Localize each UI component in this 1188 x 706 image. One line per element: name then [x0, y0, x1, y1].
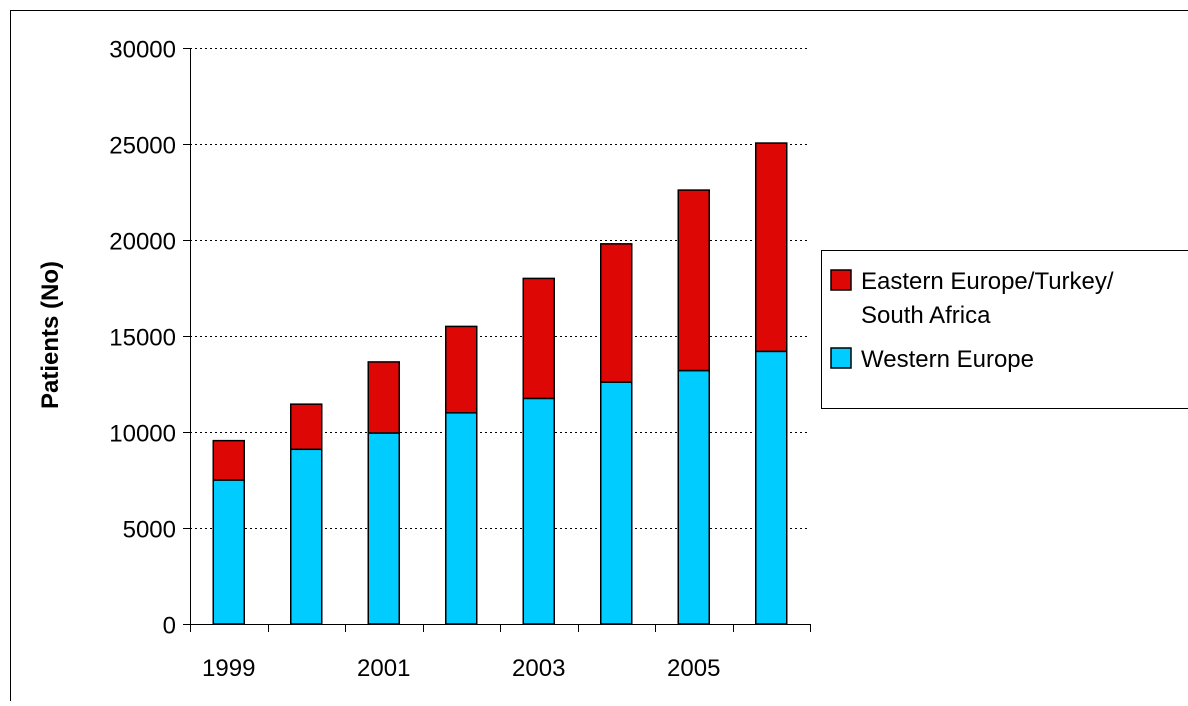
y-tick-label: 10000	[109, 421, 176, 448]
legend-label-eastern-line1: Eastern Europe/Turkey/	[861, 268, 1114, 295]
y-tick-label: 30000	[109, 37, 176, 64]
bar-segment-western-europe-1999	[213, 480, 244, 624]
bar-segment-eastern-europe-2004	[601, 244, 632, 382]
bar-segment-western-europe-2000	[291, 449, 322, 624]
x-tick-label: 1999	[202, 655, 255, 682]
bar-segment-eastern-europe-1999	[213, 441, 244, 480]
legend-label-western: Western Europe	[861, 346, 1034, 373]
x-tick-label: 2005	[667, 655, 720, 682]
bar-segment-western-europe-2003	[523, 398, 554, 624]
bar-segment-eastern-europe-2000	[291, 404, 322, 449]
bar-segment-western-europe-2006	[756, 351, 787, 624]
bar-segment-eastern-europe-2003	[523, 278, 554, 398]
x-tick-label: 2001	[357, 655, 410, 682]
bar-segment-eastern-europe-2002	[446, 326, 477, 412]
bar-segment-western-europe-2002	[446, 413, 477, 624]
bar-segment-western-europe-2004	[601, 382, 632, 624]
legend-swatch-western	[831, 348, 851, 368]
y-axis-title: Patients (No)	[37, 261, 64, 409]
legend: Eastern Europe/Turkey/ South Africa West…	[822, 251, 1188, 409]
legend-swatch-eastern	[831, 270, 851, 290]
y-tick-label: 0	[163, 613, 176, 640]
bar-segment-eastern-europe-2001	[368, 362, 399, 433]
bar-segment-western-europe-2005	[678, 371, 709, 624]
x-tick-label: 2003	[512, 655, 565, 682]
y-tick-label: 20000	[109, 229, 176, 256]
legend-label-eastern-line2: South Africa	[861, 302, 991, 329]
y-tick-label: 25000	[109, 133, 176, 160]
bar-segment-eastern-europe-2006	[756, 143, 787, 351]
y-tick-label: 5000	[123, 517, 176, 544]
bar-segment-western-europe-2001	[368, 433, 399, 624]
y-tick-label: 15000	[109, 325, 176, 352]
bar-segment-eastern-europe-2005	[678, 190, 709, 370]
